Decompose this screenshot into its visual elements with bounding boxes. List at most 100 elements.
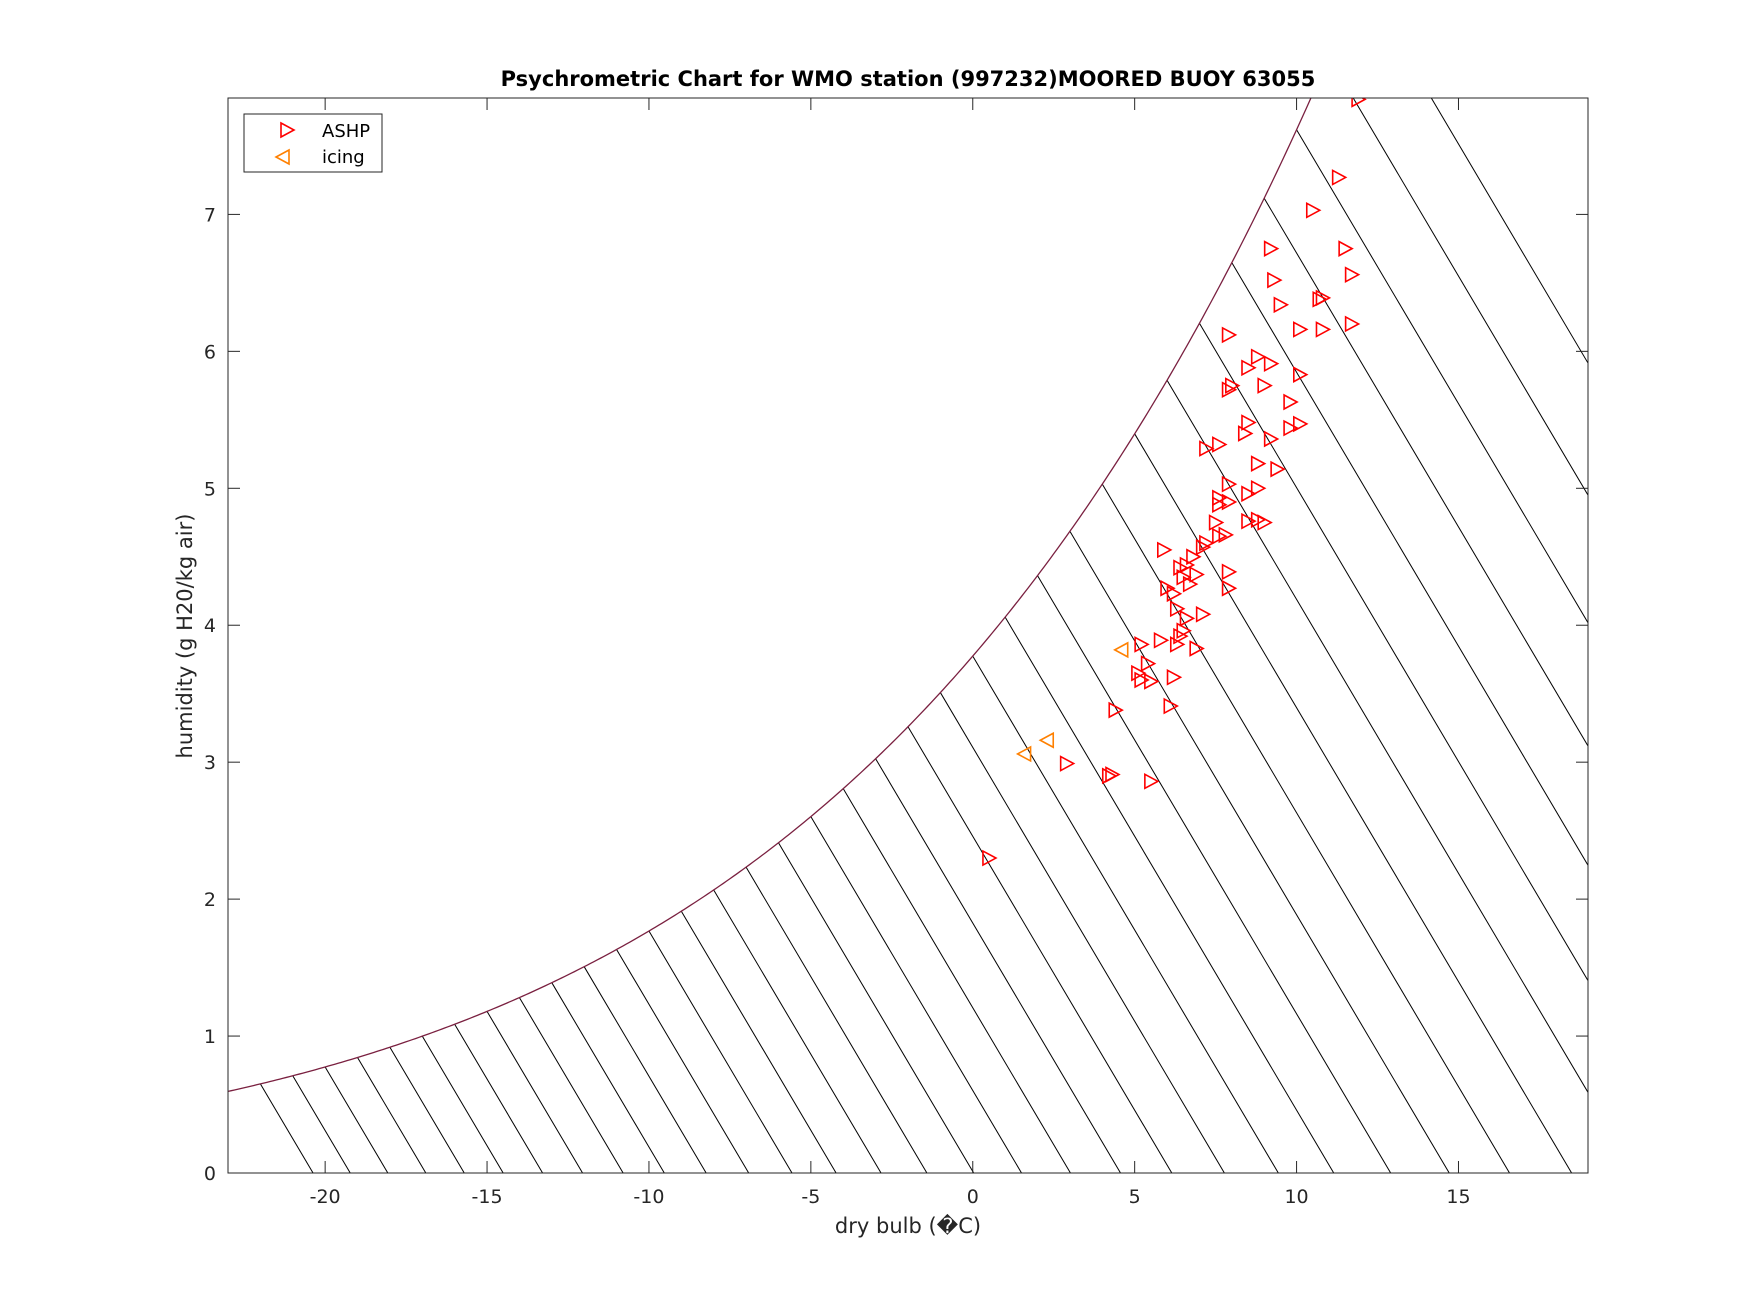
ashp-point (1305, 201, 1322, 219)
legend: ASHP icing (243, 113, 383, 173)
hatch-line (713, 889, 882, 1173)
ashp-point (982, 849, 998, 867)
hatch-line (421, 1035, 504, 1173)
data-markers (982, 98, 1367, 867)
ashp-point (1195, 538, 1212, 556)
ashp-point (1273, 296, 1290, 314)
hatch-line (648, 930, 793, 1173)
ashp-point (1134, 671, 1150, 689)
ashp-point (1108, 701, 1124, 719)
hatch-line (486, 1011, 584, 1173)
ashp-point (1221, 381, 1238, 399)
hatch-line (1134, 433, 1573, 1173)
ashp-point (1257, 377, 1273, 394)
ashp-point (1263, 430, 1280, 448)
ashp-point (1263, 240, 1280, 257)
ashp-point (1186, 548, 1202, 566)
ashp-point (1176, 568, 1192, 586)
ashp-point (1338, 240, 1354, 257)
hatch-line (1037, 575, 1392, 1173)
ashp-point (1140, 655, 1157, 672)
hatch-line (680, 910, 837, 1173)
hatch-line (778, 842, 975, 1173)
ashp-point (1153, 631, 1170, 649)
hatch-line (1263, 197, 1588, 747)
hatch-line (1231, 262, 1588, 867)
hatch-line (810, 816, 1022, 1173)
ashp-point (1105, 766, 1121, 783)
hatch-line (1430, 98, 1588, 365)
y-tick-label: 5 (204, 478, 216, 500)
ashp-point (1293, 321, 1309, 338)
x-axis-label: dry bulb (�C) (835, 1213, 981, 1238)
y-tick-label: 6 (204, 341, 216, 363)
ashp-point (1237, 425, 1254, 442)
ashp-point (1166, 668, 1183, 686)
ashp-point (1344, 315, 1361, 333)
hatch-line (551, 982, 665, 1173)
axis-ticks: -20 -15 -10 -5 0 5 10 15 0 1 2 3 4 5 6 7 (204, 98, 1588, 1208)
ashp-point (1293, 415, 1309, 433)
legend-label-ashp: ASHP (322, 121, 370, 142)
ashp-point (1221, 326, 1238, 344)
hatch-line (907, 726, 1173, 1173)
hatch-line (292, 1075, 351, 1173)
ashp-point (1144, 773, 1160, 790)
hatch-line (972, 655, 1279, 1173)
hatch-line (939, 692, 1225, 1173)
ashp-point (1241, 512, 1257, 530)
ashp-point (1179, 610, 1196, 627)
y-tick-label: 3 (204, 752, 216, 774)
y-tick-label: 1 (204, 1026, 216, 1048)
hatch-line (1352, 98, 1588, 497)
hatch-line (842, 788, 1071, 1173)
ashp-point (1199, 534, 1215, 552)
hatch-line (357, 1057, 427, 1173)
ashp-point (1225, 377, 1241, 394)
hatch-line (1004, 616, 1335, 1173)
ashp-point (1212, 436, 1228, 453)
ashp-point (1344, 266, 1361, 283)
hatch-line (1069, 531, 1450, 1173)
ashp-point (1208, 514, 1225, 531)
ashp-point (1241, 485, 1257, 503)
ashp-point (1351, 98, 1367, 108)
x-tick-label: 5 (1129, 1186, 1141, 1208)
legend-marker-icing (274, 148, 290, 166)
y-axis-label: humidity (g H20/kg air) (173, 514, 197, 759)
ashp-point (1059, 755, 1076, 772)
hatch-line (259, 1083, 314, 1173)
legend-box (243, 113, 383, 173)
ashp-point (1283, 419, 1299, 437)
y-tick-label: 0 (204, 1163, 216, 1185)
y-tick-label: 7 (204, 204, 216, 226)
ashp-point (1163, 697, 1179, 715)
ashp-point (1283, 393, 1299, 411)
x-tick-label: 10 (1284, 1186, 1308, 1208)
x-tick-label: 15 (1446, 1186, 1470, 1208)
ashp-point (1267, 271, 1283, 289)
icing-point (1015, 745, 1032, 763)
ashp-point (1144, 673, 1160, 690)
ashp-point (1189, 640, 1205, 657)
plot-frame (227, 97, 1589, 1174)
ashp-point (1166, 585, 1183, 603)
ashp-point (1134, 636, 1150, 653)
x-tick-label: -10 (633, 1186, 664, 1208)
legend-label-icing: icing (322, 147, 365, 168)
ashp-point (1195, 605, 1212, 623)
hatch-line (389, 1046, 465, 1173)
hatch-line (875, 758, 1121, 1173)
ashp-point (1218, 526, 1235, 544)
ashp-point (1250, 455, 1267, 472)
ashp-point (1131, 664, 1147, 682)
y-tick-label: 2 (204, 889, 216, 911)
x-tick-label: 0 (967, 1186, 979, 1208)
hatch-lines (259, 98, 1588, 1173)
hatch-line (518, 997, 624, 1173)
ashp-point (1169, 600, 1186, 618)
ashp-point (1331, 169, 1348, 186)
saturation-curve (228, 98, 1312, 1093)
y-tick-label: 4 (204, 615, 216, 637)
